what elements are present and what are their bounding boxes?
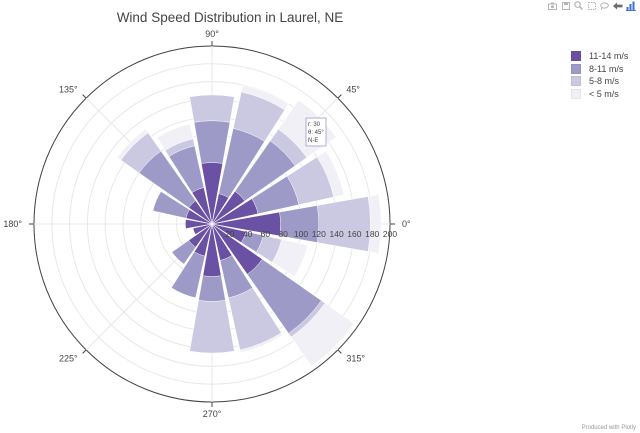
radial-tick-label: 40 xyxy=(243,229,253,239)
angular-tick-label: 180° xyxy=(3,219,22,229)
bar-wedge xyxy=(211,193,230,225)
bar-wedge xyxy=(185,219,213,229)
legend-label: 8-11 m/s xyxy=(589,63,624,74)
bar-wedge xyxy=(192,223,213,235)
lasso-icon[interactable] xyxy=(599,0,610,11)
radial-tick-label: 180 xyxy=(365,229,379,239)
legend-item[interactable]: 8-11 m/s xyxy=(571,63,628,76)
radial-tick-label: 120 xyxy=(312,229,326,239)
legend-label: 5-8 m/s xyxy=(589,76,620,87)
angular-tick-label: 315° xyxy=(346,353,365,363)
bar-wedge xyxy=(211,223,263,275)
bar-wedge xyxy=(185,209,213,225)
angular-tick-mark xyxy=(82,349,87,354)
legend-swatch xyxy=(571,76,581,87)
legend: 11-14 m/s 8-11 m/s 5-8 m/s < 5 m/s xyxy=(571,50,628,100)
tooltip-theta: θ: 45° xyxy=(308,130,324,136)
angular-tick-label: 0° xyxy=(402,219,411,229)
tooltip-box xyxy=(305,117,327,147)
legend-label: 11-14 m/s xyxy=(589,51,629,62)
angular-tick-labels: 0° 45° 90° 135° 180° 225° 270° 315° xyxy=(3,29,411,419)
tooltip-series: N-E xyxy=(308,138,318,144)
zoom-icon[interactable] xyxy=(573,0,584,11)
angular-tick-label: 225° xyxy=(59,353,78,363)
modebar xyxy=(547,0,636,11)
radial-tick-label: 80 xyxy=(278,229,288,239)
angular-tick-label: 45° xyxy=(346,85,360,95)
chart-title: Wind Speed Distribution in Laurel, NE xyxy=(116,10,344,25)
pan-icon[interactable] xyxy=(612,0,623,11)
angular-tick-label: 270° xyxy=(203,409,222,419)
bar-wedge xyxy=(211,198,259,225)
legend-item[interactable]: 11-14 m/s xyxy=(571,50,628,63)
radial-tick-label: 200 xyxy=(383,229,397,239)
camera-icon[interactable] xyxy=(547,0,558,11)
legend-item[interactable]: 5-8 m/s xyxy=(571,75,628,88)
bar-wedge xyxy=(201,162,223,225)
angular-tick-label: 135° xyxy=(59,85,78,95)
plotly-credit: Produced with Plotly xyxy=(581,425,636,431)
radial-tick-label: 140 xyxy=(330,229,344,239)
bar-wedge xyxy=(193,223,213,257)
legend-swatch xyxy=(571,51,581,62)
radial-tick-label: 100 xyxy=(294,229,308,239)
angular-tick-label: 90° xyxy=(205,29,219,39)
radial-tick-label: 20 xyxy=(225,229,235,239)
hover-tooltip: r: 30 θ: 45° N-E xyxy=(305,117,327,147)
radial-tick-label: 60 xyxy=(261,229,271,239)
tooltip-r: r: 30 xyxy=(308,122,321,128)
bar-wedge xyxy=(211,190,246,225)
angular-tick-mark xyxy=(82,94,87,99)
radial-tick-labels: 20 40 60 80 100 120 140 160 180 200 xyxy=(225,229,397,239)
plotly-logo-icon[interactable] xyxy=(625,0,636,11)
legend-swatch xyxy=(571,63,581,74)
bar-wedge xyxy=(188,223,213,248)
bar-wedge xyxy=(211,211,281,237)
legend-item[interactable]: < 5 m/s xyxy=(571,88,628,101)
legend-swatch xyxy=(571,88,581,99)
angular-tick-mark xyxy=(337,349,342,354)
bar-wedge xyxy=(202,223,222,277)
angular-tick-mark xyxy=(337,94,342,99)
bar-series xyxy=(116,84,382,367)
radial-tick-label: 160 xyxy=(347,229,361,239)
legend-label: < 5 m/s xyxy=(589,88,619,99)
bar-wedge xyxy=(211,223,233,261)
save-icon[interactable] xyxy=(560,0,571,11)
bar-wedge xyxy=(191,187,213,225)
select-icon[interactable] xyxy=(586,0,597,11)
bar-wedge xyxy=(188,200,213,225)
bar-wedge xyxy=(211,223,247,243)
